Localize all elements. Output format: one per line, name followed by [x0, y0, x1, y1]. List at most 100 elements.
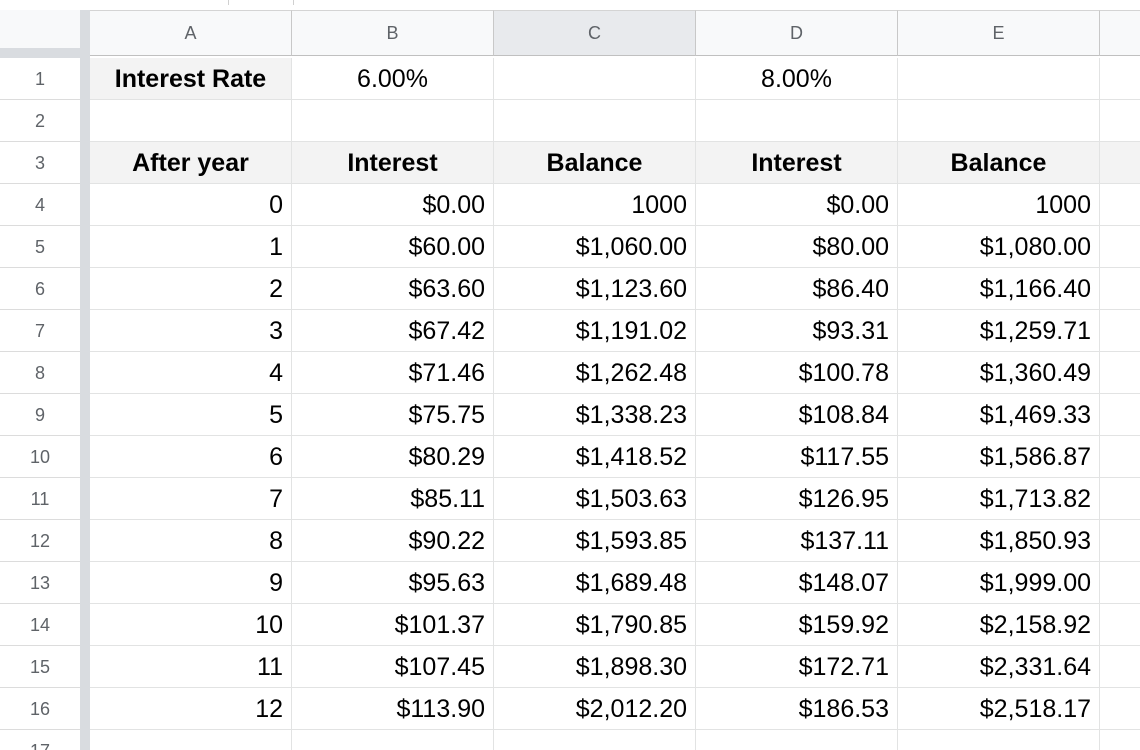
cell-a2[interactable]	[90, 100, 292, 142]
cell-a16[interactable]: 12	[90, 688, 292, 730]
cell-d11[interactable]: $126.95	[696, 478, 898, 520]
frozen-column-handle[interactable]	[80, 10, 90, 750]
cell-e10[interactable]: $1,586.87	[898, 436, 1100, 478]
column-header-b[interactable]: B	[292, 10, 494, 56]
cell-e16[interactable]: $2,518.17	[898, 688, 1100, 730]
cell-c7[interactable]: $1,191.02	[494, 310, 696, 352]
row-header-8[interactable]: 8	[0, 352, 80, 394]
cell-f5[interactable]	[1100, 226, 1140, 268]
cell-e9[interactable]: $1,469.33	[898, 394, 1100, 436]
cell-a1[interactable]: Interest Rate	[90, 58, 292, 100]
cell-d6[interactable]: $86.40	[696, 268, 898, 310]
cell-e1[interactable]	[898, 58, 1100, 100]
cell-b15[interactable]: $107.45	[292, 646, 494, 688]
cell-c13[interactable]: $1,689.48	[494, 562, 696, 604]
cell-b7[interactable]: $67.42	[292, 310, 494, 352]
cell-d14[interactable]: $159.92	[696, 604, 898, 646]
cell-f13[interactable]	[1100, 562, 1140, 604]
cell-a14[interactable]: 10	[90, 604, 292, 646]
cell-e11[interactable]: $1,713.82	[898, 478, 1100, 520]
cell-c10[interactable]: $1,418.52	[494, 436, 696, 478]
column-header-d[interactable]: D	[696, 10, 898, 56]
cell-a15[interactable]: 11	[90, 646, 292, 688]
cell-b16[interactable]: $113.90	[292, 688, 494, 730]
column-header-e[interactable]: E	[898, 10, 1100, 56]
cell-a11[interactable]: 7	[90, 478, 292, 520]
cell-b1[interactable]: 6.00%	[292, 58, 494, 100]
cell-e4[interactable]: 1000	[898, 184, 1100, 226]
cell-f1[interactable]	[1100, 58, 1140, 100]
cell-b2[interactable]	[292, 100, 494, 142]
cell-f6[interactable]	[1100, 268, 1140, 310]
cell-f16[interactable]	[1100, 688, 1140, 730]
cell-c11[interactable]: $1,503.63	[494, 478, 696, 520]
cell-a10[interactable]: 6	[90, 436, 292, 478]
cell-f14[interactable]	[1100, 604, 1140, 646]
cell-c2[interactable]	[494, 100, 696, 142]
cell-d13[interactable]: $148.07	[696, 562, 898, 604]
cell-e8[interactable]: $1,360.49	[898, 352, 1100, 394]
cell-f17[interactable]	[1100, 730, 1140, 750]
cell-b8[interactable]: $71.46	[292, 352, 494, 394]
column-header-a[interactable]: A	[90, 10, 292, 56]
cell-c1[interactable]	[494, 58, 696, 100]
row-header-6[interactable]: 6	[0, 268, 80, 310]
row-header-15[interactable]: 15	[0, 646, 80, 688]
cell-a12[interactable]: 8	[90, 520, 292, 562]
cell-d10[interactable]: $117.55	[696, 436, 898, 478]
cell-e15[interactable]: $2,331.64	[898, 646, 1100, 688]
cell-c15[interactable]: $1,898.30	[494, 646, 696, 688]
cell-f9[interactable]	[1100, 394, 1140, 436]
row-header-5[interactable]: 5	[0, 226, 80, 268]
cell-b14[interactable]: $101.37	[292, 604, 494, 646]
cell-f7[interactable]	[1100, 310, 1140, 352]
row-header-9[interactable]: 9	[0, 394, 80, 436]
cell-c9[interactable]: $1,338.23	[494, 394, 696, 436]
cell-e13[interactable]: $1,999.00	[898, 562, 1100, 604]
cell-f11[interactable]	[1100, 478, 1140, 520]
cell-f4[interactable]	[1100, 184, 1140, 226]
row-header-4[interactable]: 4	[0, 184, 80, 226]
cell-f8[interactable]	[1100, 352, 1140, 394]
cell-e12[interactable]: $1,850.93	[898, 520, 1100, 562]
column-header-f[interactable]	[1100, 10, 1140, 56]
cell-a17[interactable]	[90, 730, 292, 750]
cell-c5[interactable]: $1,060.00	[494, 226, 696, 268]
cell-d9[interactable]: $108.84	[696, 394, 898, 436]
cell-e17[interactable]	[898, 730, 1100, 750]
row-header-7[interactable]: 7	[0, 310, 80, 352]
cell-a13[interactable]: 9	[90, 562, 292, 604]
cell-b17[interactable]	[292, 730, 494, 750]
cell-d8[interactable]: $100.78	[696, 352, 898, 394]
cell-a4[interactable]: 0	[90, 184, 292, 226]
cell-b9[interactable]: $75.75	[292, 394, 494, 436]
cell-c16[interactable]: $2,012.20	[494, 688, 696, 730]
cell-d15[interactable]: $172.71	[696, 646, 898, 688]
cell-b3[interactable]: Interest	[292, 142, 494, 184]
cell-d7[interactable]: $93.31	[696, 310, 898, 352]
cell-e6[interactable]: $1,166.40	[898, 268, 1100, 310]
row-header-11[interactable]: 11	[0, 478, 80, 520]
cell-a3[interactable]: After year	[90, 142, 292, 184]
cell-b13[interactable]: $95.63	[292, 562, 494, 604]
cell-f15[interactable]	[1100, 646, 1140, 688]
cell-c17[interactable]	[494, 730, 696, 750]
cell-f3[interactable]	[1100, 142, 1140, 184]
cell-f2[interactable]	[1100, 100, 1140, 142]
cell-a7[interactable]: 3	[90, 310, 292, 352]
cell-a8[interactable]: 4	[90, 352, 292, 394]
column-header-c[interactable]: C	[494, 10, 696, 56]
cell-e14[interactable]: $2,158.92	[898, 604, 1100, 646]
cell-d2[interactable]	[696, 100, 898, 142]
row-header-14[interactable]: 14	[0, 604, 80, 646]
cell-a9[interactable]: 5	[90, 394, 292, 436]
cell-a5[interactable]: 1	[90, 226, 292, 268]
cell-c4[interactable]: 1000	[494, 184, 696, 226]
cell-e7[interactable]: $1,259.71	[898, 310, 1100, 352]
cell-e3[interactable]: Balance	[898, 142, 1100, 184]
cell-d12[interactable]: $137.11	[696, 520, 898, 562]
cell-a6[interactable]: 2	[90, 268, 292, 310]
select-all-corner[interactable]	[0, 10, 80, 49]
row-header-12[interactable]: 12	[0, 520, 80, 562]
